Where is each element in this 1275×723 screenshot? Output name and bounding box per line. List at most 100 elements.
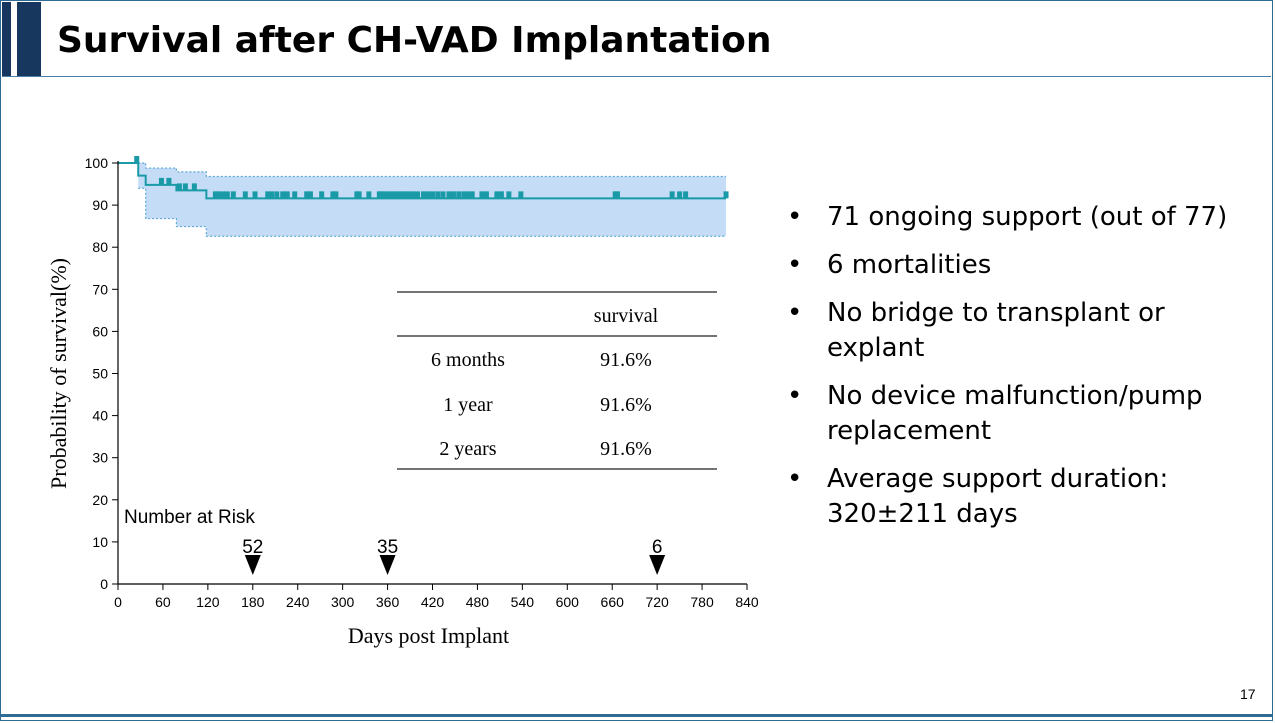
y-tick-label: 40 xyxy=(92,408,108,424)
table-row-label: 1 year xyxy=(443,394,493,416)
x-tick-label: 600 xyxy=(556,594,580,610)
censor-mark xyxy=(388,191,394,199)
x-tick-label: 720 xyxy=(645,594,669,610)
censor-mark xyxy=(461,191,467,199)
censor-mark xyxy=(307,191,313,199)
censor-mark xyxy=(182,183,188,191)
censor-mark xyxy=(430,191,435,199)
censor-mark xyxy=(274,191,280,199)
footer-rule xyxy=(0,714,1273,717)
censor-mark xyxy=(410,191,416,199)
slide-title: Survival after CH-VAD Implantation xyxy=(57,20,772,61)
censor-mark xyxy=(494,191,500,199)
table-row-label: 2 years xyxy=(439,438,496,460)
risk-count: 52 xyxy=(242,537,263,558)
bullet-text: 6 mortalities xyxy=(827,250,992,280)
censor-mark xyxy=(230,191,236,199)
censor-mark xyxy=(176,183,182,191)
x-tick-label: 240 xyxy=(286,594,310,610)
y-tick-label: 0 xyxy=(100,576,108,592)
censor-mark xyxy=(479,191,485,199)
censor-mark xyxy=(446,191,452,199)
bullet-text: Average support duration: 320±211 days xyxy=(827,464,1169,529)
table-row-value: 91.6% xyxy=(600,438,652,460)
survival-chart: 0 10 20 30 40 50 60 70 80 90 100 0 60 120 180 240 300 360… xyxy=(46,155,759,648)
censor-mark xyxy=(677,191,683,199)
y-tick-label: 70 xyxy=(92,281,108,297)
y-tick-label: 90 xyxy=(92,197,108,213)
bullet-text: No device malfunction/pump replacement xyxy=(827,381,1203,446)
censor-mark xyxy=(333,191,339,199)
censor-mark xyxy=(425,191,431,199)
censor-mark xyxy=(435,191,441,199)
table-row-value: 91.6% xyxy=(600,394,652,416)
bullet-marker: • xyxy=(787,202,803,232)
y-tick-label: 80 xyxy=(92,239,108,255)
censor-mark xyxy=(212,191,218,199)
censor-mark xyxy=(383,191,389,199)
bullet-marker: • xyxy=(787,464,803,494)
censor-mark xyxy=(319,191,325,199)
x-tick-label: 360 xyxy=(376,594,400,610)
x-tick-label: 840 xyxy=(735,594,759,610)
y-axis-title: Probability of survival(%) xyxy=(46,258,71,489)
censor-mark xyxy=(158,177,164,185)
censor-mark xyxy=(356,191,362,199)
censor-mark xyxy=(304,191,310,199)
y-tick-label: 10 xyxy=(92,534,108,550)
y-tick-label: 50 xyxy=(92,366,108,382)
censor-mark xyxy=(406,191,412,199)
censor-mark xyxy=(415,191,421,199)
censor-mark xyxy=(683,191,689,199)
y-tick-label: 100 xyxy=(85,155,109,171)
censor-mark xyxy=(669,191,675,199)
censor-mark xyxy=(242,191,248,199)
censor-mark xyxy=(292,191,298,199)
censor-mark xyxy=(280,191,286,199)
risk-marker-triangle xyxy=(379,555,396,575)
risk-count: 35 xyxy=(377,537,398,558)
bullet-item: • 6 mortalities xyxy=(783,248,1253,283)
x-tick-label: 480 xyxy=(466,594,490,610)
censor-mark xyxy=(391,191,397,199)
censor-mark xyxy=(518,191,524,199)
censor-mark xyxy=(215,191,221,199)
censor-mark xyxy=(366,191,372,199)
title-accent-bar xyxy=(2,2,11,76)
censor-mark xyxy=(166,177,172,185)
censor-mark xyxy=(134,156,140,163)
censor-mark xyxy=(469,191,475,199)
risk-marker-triangle xyxy=(649,555,666,575)
x-tick-label: 540 xyxy=(511,594,535,610)
bullet-text: 71 ongoing support (out of 77) xyxy=(827,202,1228,232)
censor-mark xyxy=(284,191,290,199)
table-row-value: 91.6% xyxy=(600,349,652,371)
censor-mark xyxy=(220,191,226,199)
number-at-risk-label: Number at Risk xyxy=(124,507,255,528)
censor-mark xyxy=(483,191,489,199)
x-tick-label: 780 xyxy=(690,594,714,610)
y-tick-label: 60 xyxy=(92,323,108,339)
risk-marker-triangle xyxy=(244,555,261,575)
censor-mark xyxy=(191,183,197,191)
bullet-list: • 71 ongoing support (out of 77) • 6 morta… xyxy=(783,200,1253,545)
confidence-band xyxy=(138,163,727,237)
ci-upper-line xyxy=(138,162,727,178)
bullet-marker: • xyxy=(787,381,803,411)
x-axis-title: Days post Implant xyxy=(348,623,509,648)
x-tick-label: 0 xyxy=(114,594,122,610)
censor-mark xyxy=(379,191,385,199)
ci-lower-line xyxy=(138,187,727,237)
censor-mark xyxy=(465,191,471,199)
title-divider xyxy=(2,76,1271,77)
censor-mark xyxy=(395,191,401,199)
page-number: 17 xyxy=(1240,686,1256,702)
censor-mark xyxy=(421,191,427,199)
censor-mark xyxy=(224,191,230,199)
censor-mark xyxy=(450,191,456,199)
y-tick-label: 30 xyxy=(92,450,108,466)
censor-mark xyxy=(440,191,446,199)
censor-mark xyxy=(403,191,409,199)
censor-mark xyxy=(498,191,504,199)
